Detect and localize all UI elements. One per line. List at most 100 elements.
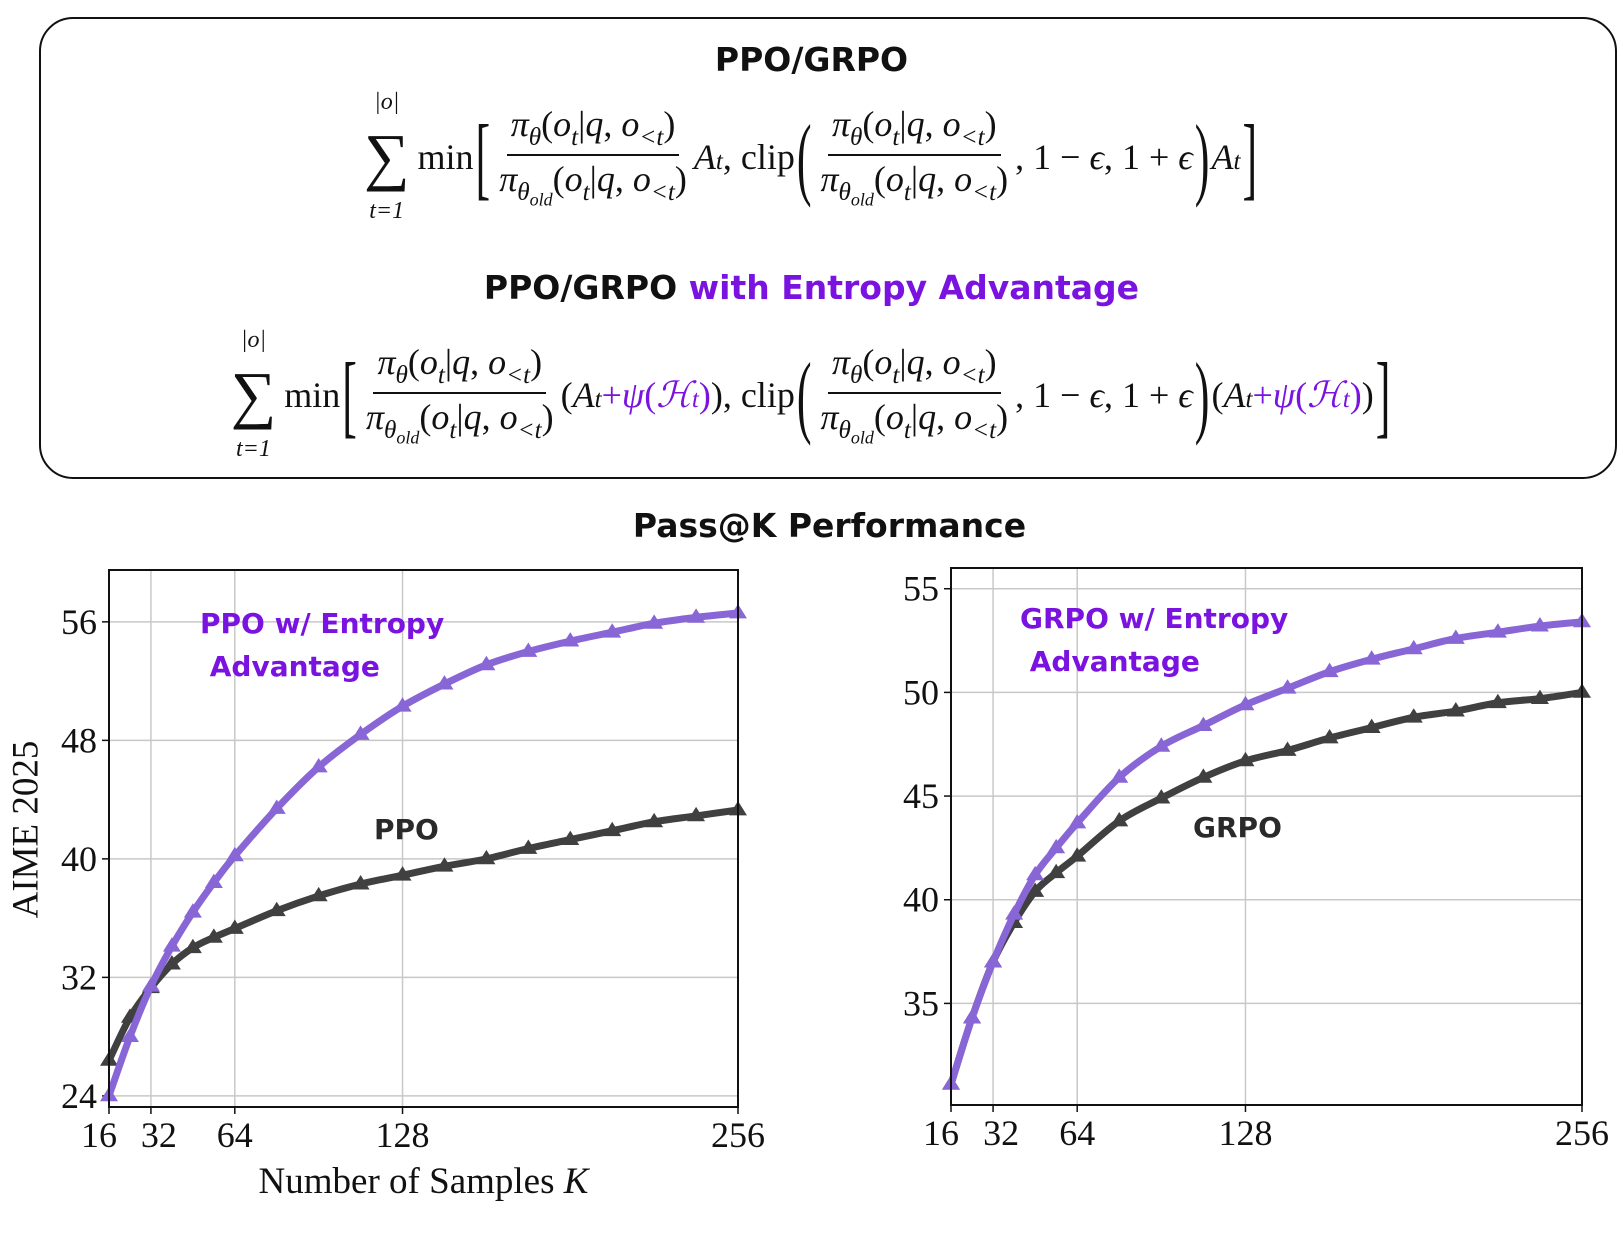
math-token: θ [838, 417, 851, 445]
y-tick-label: 50 [903, 672, 939, 712]
triangle-marker [1278, 679, 1297, 694]
math-token: ϵ [1178, 375, 1193, 415]
triangle-marker [1194, 716, 1213, 731]
triangle-marker [1362, 650, 1381, 665]
math-token: <t [650, 179, 675, 207]
triangle-marker [183, 938, 202, 954]
triangle-marker [1110, 768, 1129, 783]
math-token: t [594, 386, 602, 413]
triangle-marker [393, 866, 412, 881]
denominator: πθold(ot|q, o<t) [816, 156, 1012, 210]
math-token: o [874, 104, 893, 145]
math-token: q [596, 159, 615, 200]
x-tick-label: 16 [81, 1115, 117, 1155]
math-token: ℋ [1307, 375, 1343, 415]
y-tick-label: 24 [61, 1076, 97, 1116]
math-token: | [899, 342, 907, 383]
math-token: ) [698, 375, 711, 415]
math-token: ( [873, 159, 886, 200]
math-token: o [885, 397, 904, 438]
math-token: π [499, 159, 518, 200]
triangle-marker [603, 821, 622, 837]
math-token: , [924, 342, 943, 383]
math-token: ( [873, 397, 886, 438]
triangle-marker [477, 849, 496, 865]
triangle-marker [1236, 751, 1255, 767]
triangle-marker [1446, 702, 1465, 717]
triangle-marker [1047, 838, 1066, 854]
math-token: o [564, 159, 583, 200]
fraction: πθ(ot|q, o<t) πθold(ot|q, o<t) [816, 341, 1012, 448]
math-token: ϵ [1089, 137, 1104, 177]
triangle-marker [1068, 847, 1087, 862]
sigma-symbol: ∑ [230, 358, 277, 430]
math-token: ( [552, 159, 565, 200]
math-token: t [903, 179, 911, 207]
math-token: + [601, 375, 622, 415]
triangle-marker [1194, 768, 1213, 783]
triangle-marker [309, 758, 328, 773]
triangle-marker [1362, 718, 1381, 734]
sum-upper: |o| [240, 326, 267, 353]
triangle-marker [1005, 905, 1024, 920]
triangle-marker [687, 806, 706, 822]
math-token: θ [850, 124, 863, 152]
math-text: min [284, 374, 340, 416]
series-line-baseline [947, 688, 1586, 1088]
triangle-marker [435, 675, 454, 690]
plot-frame [108, 569, 739, 1108]
title-highlight: with Entropy Advantage [688, 268, 1140, 307]
triangle-marker [162, 955, 181, 970]
math-token: ) [663, 104, 676, 145]
triangle-marker [120, 1027, 139, 1043]
math-token: θ [383, 417, 397, 445]
formula-title-ppo-grpo: PPO/GRPO [714, 40, 909, 79]
math-token: q [906, 104, 925, 145]
y-tick-label: 55 [903, 569, 939, 609]
math-token: π [377, 342, 396, 383]
triangle-marker [1278, 741, 1297, 756]
math-token: π [365, 397, 384, 438]
y-tick-label: 40 [61, 839, 97, 879]
math-token: q [585, 104, 604, 145]
math-token: t [1245, 386, 1253, 413]
fraction: πθ(ot|q, o<t) πθold(ot|q, o<t) [362, 341, 558, 448]
math-token: θ [528, 124, 542, 152]
math-token: π [820, 159, 839, 200]
math-text: , 1 − ϵ, 1 + ϵ [1015, 374, 1193, 416]
x-tick-label: 256 [711, 1115, 765, 1155]
math-token: o [488, 342, 507, 383]
math-token: t [892, 124, 900, 152]
math-token: π [820, 397, 839, 438]
math-token: <t [972, 179, 997, 207]
triangle-marker [1446, 629, 1465, 644]
x-tick-label: 128 [376, 1115, 430, 1155]
math-token: o [419, 342, 438, 383]
math-token: | [910, 397, 919, 438]
triangle-marker [687, 608, 706, 623]
math-token: ), clip [710, 375, 795, 415]
sum-lower: t=1 [236, 436, 271, 463]
math-token: <t [960, 362, 985, 390]
math-token: q [906, 342, 925, 383]
math-token: ℋ [656, 375, 692, 415]
math-token: π [831, 342, 851, 383]
x-axis-label: Number of Samples K [109, 1160, 738, 1203]
math-token: <t [639, 124, 664, 152]
math-token: | [456, 397, 464, 438]
math-token: t [1342, 386, 1350, 413]
math-token: | [589, 159, 597, 200]
triangle-marker [351, 725, 370, 740]
y-tick-label: 35 [903, 983, 939, 1023]
math-token: ( [862, 342, 875, 383]
math-token: , [936, 159, 955, 200]
bracket: ( [796, 343, 812, 447]
annotation-grpo: GRPO [1193, 811, 1282, 844]
bracket: ] [1242, 105, 1258, 209]
denominator: πθold(ot|q, o<t) [495, 156, 691, 210]
math-token: o [954, 397, 973, 438]
math-token: t [1233, 148, 1241, 175]
formula-box [39, 17, 1617, 479]
